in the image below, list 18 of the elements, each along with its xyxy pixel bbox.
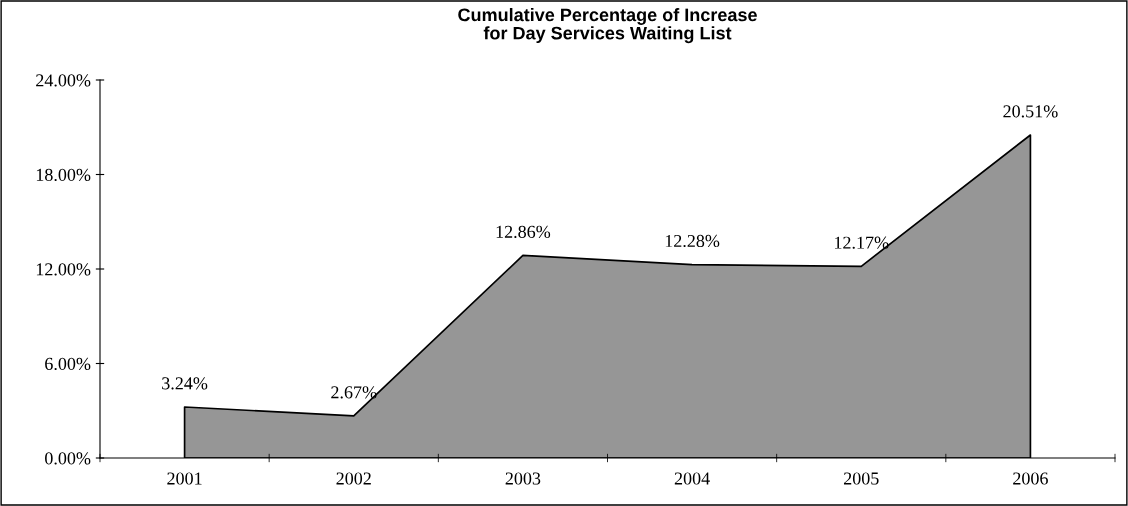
data-label: 12.17% [835, 236, 889, 249]
data-label: 20.51% [1003, 105, 1058, 118]
x-tick-label: 2002 [336, 472, 371, 485]
y-tick-label: 6.00% [45, 357, 91, 371]
y-tick-label: 24.00% [36, 74, 91, 87]
chart-title: Cumulative Percentage of Increase for Day Services Waiting List [458, 8, 757, 44]
data-label: 12.86% [496, 225, 551, 238]
y-tick-label: 18.00% [36, 168, 91, 182]
x-tick-label: 2001 [167, 472, 202, 485]
y-tick-label: 12.00% [36, 263, 91, 276]
x-tick-label: 2003 [505, 472, 541, 485]
x-tick-label: 2004 [674, 472, 710, 485]
data-label: 2.67% [331, 386, 377, 399]
x-tick-label: 2005 [843, 472, 879, 485]
data-label: 12.28% [665, 234, 720, 248]
data-label: 3.24% [162, 377, 208, 390]
y-tick-label: 0.00% [45, 452, 91, 465]
x-tick-label: 2006 [1013, 472, 1048, 485]
